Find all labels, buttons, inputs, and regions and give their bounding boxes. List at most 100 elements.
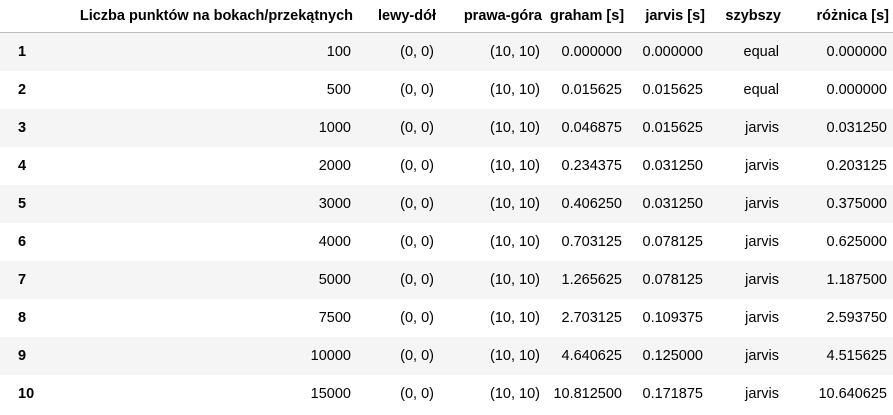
cell-faster: jarvis xyxy=(745,157,779,174)
row-index: 4 xyxy=(18,157,27,174)
cell-difference: 0.625000 xyxy=(826,233,887,250)
row-index: 1 xyxy=(18,43,27,60)
cell-points: 15000 xyxy=(310,385,351,402)
table-row: 10 15000 (0, 0) (10, 10) 10.812500 0.171875 ja… xyxy=(0,374,893,413)
cell-difference: 4.515625 xyxy=(826,347,887,364)
cell-graham: 0.234375 xyxy=(561,157,622,174)
cell-points: 2000 xyxy=(318,157,351,174)
cell-faster: equal xyxy=(743,81,779,98)
cell-jarvis: 0.125000 xyxy=(642,347,703,364)
row-index: 9 xyxy=(18,347,27,364)
cell-upper-right: (10, 10) xyxy=(490,233,540,250)
cell-graham: 0.406250 xyxy=(561,195,622,212)
column-header-difference: różnica [s] xyxy=(785,0,893,33)
cell-difference: 0.000000 xyxy=(826,81,887,98)
cell-upper-right: (10, 10) xyxy=(490,195,540,212)
row-index: 8 xyxy=(18,309,27,326)
column-header-faster: szybszy xyxy=(709,0,785,33)
row-index: 3 xyxy=(18,119,27,136)
cell-points: 500 xyxy=(326,81,351,98)
column-header-lower-left: lewy-dół xyxy=(357,0,440,33)
column-header-upper-right: prawa-góra xyxy=(440,0,546,33)
cell-upper-right: (10, 10) xyxy=(490,157,540,174)
index-header xyxy=(0,0,40,33)
header-row: Liczba punktów na bokach/przekątnych lew… xyxy=(0,0,893,33)
table-row: 9 10000 (0, 0) (10, 10) 4.640625 0.125000 jarv… xyxy=(0,336,893,375)
cell-faster: jarvis xyxy=(745,347,779,364)
cell-lower-left: (0, 0) xyxy=(400,271,434,288)
cell-faster: jarvis xyxy=(745,119,779,136)
cell-lower-left: (0, 0) xyxy=(400,195,434,212)
cell-points: 3000 xyxy=(318,195,351,212)
cell-lower-left: (0, 0) xyxy=(400,157,434,174)
cell-lower-left: (0, 0) xyxy=(400,309,434,326)
cell-difference: 0.031250 xyxy=(826,119,887,136)
cell-difference: 2.593750 xyxy=(826,309,887,326)
row-index: 10 xyxy=(18,385,35,402)
table-row: 1 100 (0, 0) (10, 10) 0.000000 0.000000 equal 0… xyxy=(0,32,893,71)
cell-points: 7500 xyxy=(318,309,351,326)
cell-faster: jarvis xyxy=(745,309,779,326)
cell-jarvis: 0.171875 xyxy=(642,385,703,402)
cell-jarvis: 0.000000 xyxy=(642,43,703,60)
cell-upper-right: (10, 10) xyxy=(490,309,540,326)
cell-graham: 4.640625 xyxy=(561,347,622,364)
table-row: 2 500 (0, 0) (10, 10) 0.015625 0.015625 equal 0… xyxy=(0,70,893,109)
cell-faster: jarvis xyxy=(745,195,779,212)
cell-upper-right: (10, 10) xyxy=(490,43,540,60)
cell-lower-left: (0, 0) xyxy=(400,385,434,402)
table-row: 4 2000 (0, 0) (10, 10) 0.234375 0.031250 jarvi… xyxy=(0,146,893,185)
row-index: 2 xyxy=(18,81,27,98)
cell-points: 4000 xyxy=(318,233,351,250)
cell-graham: 0.046875 xyxy=(561,119,622,136)
cell-lower-left: (0, 0) xyxy=(400,233,434,250)
cell-faster: jarvis xyxy=(745,233,779,250)
cell-upper-right: (10, 10) xyxy=(490,119,540,136)
cell-faster: equal xyxy=(743,43,779,60)
cell-upper-right: (10, 10) xyxy=(490,385,540,402)
cell-jarvis: 0.031250 xyxy=(642,157,703,174)
cell-difference: 0.000000 xyxy=(826,43,887,60)
cell-difference: 0.375000 xyxy=(826,195,887,212)
column-header-points: Liczba punktów na bokach/przekątnych xyxy=(40,0,357,33)
cell-lower-left: (0, 0) xyxy=(400,43,434,60)
cell-lower-left: (0, 0) xyxy=(400,347,434,364)
table-row: 7 5000 (0, 0) (10, 10) 1.265625 0.078125 jarvi… xyxy=(0,260,893,299)
cell-faster: jarvis xyxy=(745,271,779,288)
cell-jarvis: 0.078125 xyxy=(642,271,703,288)
column-header-jarvis: jarvis [s] xyxy=(628,0,709,33)
cell-jarvis: 0.015625 xyxy=(642,119,703,136)
table-header: Liczba punktów na bokach/przekątnych lew… xyxy=(0,0,893,33)
cell-upper-right: (10, 10) xyxy=(490,347,540,364)
cell-points: 10000 xyxy=(310,347,351,364)
table-row: 8 7500 (0, 0) (10, 10) 2.703125 0.109375 jarvi… xyxy=(0,298,893,337)
cell-points: 5000 xyxy=(318,271,351,288)
cell-upper-right: (10, 10) xyxy=(490,271,540,288)
cell-upper-right: (10, 10) xyxy=(490,81,540,98)
cell-graham: 0.703125 xyxy=(561,233,622,250)
row-index: 5 xyxy=(18,195,27,212)
cell-graham: 1.265625 xyxy=(561,271,622,288)
cell-jarvis: 0.109375 xyxy=(642,309,703,326)
cell-jarvis: 0.015625 xyxy=(642,81,703,98)
cell-graham: 0.015625 xyxy=(561,81,622,98)
table-row: 3 1000 (0, 0) (10, 10) 0.046875 0.015625 jarvi… xyxy=(0,108,893,147)
table-body: 1 100 (0, 0) (10, 10) 0.000000 0.000000 equal 0… xyxy=(0,32,893,413)
cell-graham: 2.703125 xyxy=(561,309,622,326)
row-index: 6 xyxy=(18,233,27,250)
cell-points: 100 xyxy=(326,43,351,60)
cell-graham: 10.812500 xyxy=(553,385,622,402)
table-row: 6 4000 (0, 0) (10, 10) 0.703125 0.078125 jarvi… xyxy=(0,222,893,261)
table-row: 5 3000 (0, 0) (10, 10) 0.406250 0.031250 jarvi… xyxy=(0,184,893,223)
cell-points: 1000 xyxy=(318,119,351,136)
cell-lower-left: (0, 0) xyxy=(400,119,434,136)
cell-faster: jarvis xyxy=(745,385,779,402)
cell-jarvis: 0.031250 xyxy=(642,195,703,212)
cell-jarvis: 0.078125 xyxy=(642,233,703,250)
cell-difference: 10.640625 xyxy=(818,385,887,402)
column-header-graham: graham [s] xyxy=(546,0,628,33)
cell-difference: 0.203125 xyxy=(826,157,887,174)
cell-graham: 0.000000 xyxy=(561,43,622,60)
